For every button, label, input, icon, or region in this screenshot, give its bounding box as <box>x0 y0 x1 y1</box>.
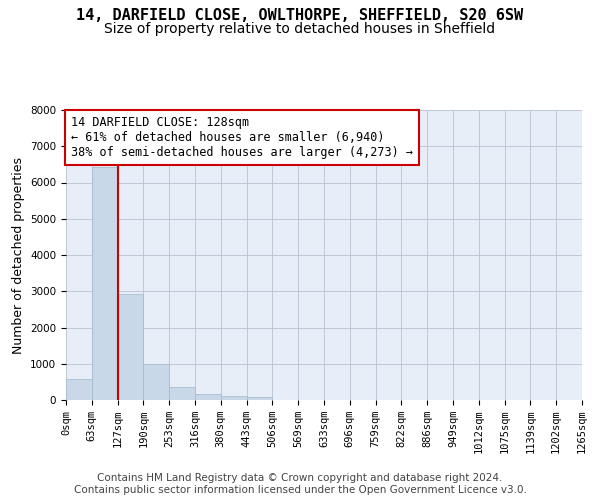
Bar <box>221 396 247 400</box>
Y-axis label: Number of detached properties: Number of detached properties <box>11 156 25 354</box>
Text: 14 DARFIELD CLOSE: 128sqm
← 61% of detached houses are smaller (6,940)
38% of se: 14 DARFIELD CLOSE: 128sqm ← 61% of detac… <box>71 116 413 159</box>
Bar <box>66 380 92 400</box>
Text: 14, DARFIELD CLOSE, OWLTHORPE, SHEFFIELD, S20 6SW: 14, DARFIELD CLOSE, OWLTHORPE, SHEFFIELD… <box>76 8 524 22</box>
Bar <box>92 167 118 400</box>
Bar <box>118 294 143 400</box>
Bar <box>247 396 272 400</box>
Text: Contains HM Land Registry data © Crown copyright and database right 2024.
Contai: Contains HM Land Registry data © Crown c… <box>74 474 526 495</box>
Bar <box>195 394 221 400</box>
Bar <box>169 387 195 400</box>
Text: Size of property relative to detached houses in Sheffield: Size of property relative to detached ho… <box>104 22 496 36</box>
Bar <box>143 364 169 400</box>
